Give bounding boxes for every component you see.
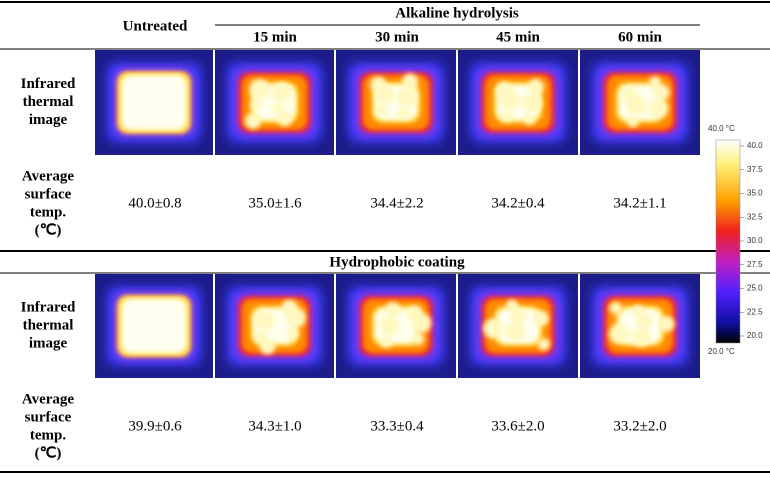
hot-spot	[532, 310, 549, 327]
thermal-image	[336, 50, 456, 155]
column-header: 30 min	[375, 29, 419, 45]
colorbar-tick: 20.0	[747, 331, 763, 340]
hot-spot	[658, 315, 675, 332]
row-label: Infrared	[21, 299, 76, 315]
temp-value: 33.6±2.0	[491, 418, 544, 434]
temp-value: 33.3±0.4	[370, 418, 424, 434]
colorbar-tick: 37.5	[747, 165, 763, 174]
hot-spot	[501, 109, 514, 122]
colorbar-tick: 22.5	[747, 307, 763, 316]
hot-spot	[402, 73, 419, 90]
thermal-image	[215, 274, 334, 378]
colorbar-tick: 40.0	[747, 141, 763, 150]
hot-spot	[285, 307, 306, 328]
colorbar-tick: 30.0	[747, 236, 763, 245]
temp-value: 40.0±0.8	[128, 195, 181, 211]
row-label: temp.	[30, 204, 66, 220]
hot-spot	[631, 326, 652, 347]
row-label: surface	[25, 409, 72, 425]
colorbar-tick: 27.5	[747, 260, 763, 269]
hot-spot	[626, 115, 639, 128]
hot-spot	[276, 110, 293, 127]
row-label: image	[29, 335, 68, 351]
row-label: (℃)	[35, 445, 62, 461]
group-header: Alkaline hydrolysis	[395, 5, 519, 21]
hot-spot	[608, 323, 629, 344]
colorbar-tick: 35.0	[747, 189, 763, 198]
hot-spot	[374, 84, 395, 105]
hot-spot	[522, 92, 543, 113]
temp-value: 34.2±0.4	[491, 195, 545, 211]
hot-spot	[523, 112, 536, 125]
thermal-image	[95, 50, 213, 155]
thermal-image	[95, 274, 213, 378]
hot-spot	[636, 313, 653, 330]
colorbar	[715, 139, 741, 344]
hot-spot	[483, 318, 504, 339]
thermal-image	[336, 274, 456, 378]
thermal-image	[458, 50, 578, 155]
row-label: thermal	[23, 94, 74, 110]
column-header: 15 min	[253, 29, 297, 45]
hot-spot	[271, 82, 292, 102]
temp-value: 34.2±1.1	[613, 195, 666, 211]
hot-spot	[245, 112, 262, 129]
heat-zone	[121, 298, 187, 354]
colorbar-tick: 32.5	[747, 212, 763, 221]
hot-spot	[249, 79, 270, 100]
hot-spot	[505, 321, 526, 342]
hot-spot	[396, 87, 417, 108]
temp-value: 33.2±2.0	[613, 418, 666, 434]
row-label: Average	[22, 391, 75, 407]
hot-spot	[626, 95, 647, 116]
hot-spot	[653, 84, 670, 101]
thermal-image	[215, 50, 334, 155]
hot-spot	[384, 302, 401, 319]
column-header: 45 min	[496, 29, 540, 45]
column-header: 60 min	[618, 29, 662, 45]
row-label: thermal	[23, 317, 74, 333]
hot-spot	[397, 107, 410, 120]
hot-spot	[254, 310, 275, 331]
row-label: surface	[25, 186, 72, 202]
colorbar-max: 40.0 °C	[708, 124, 735, 133]
row-label: image	[29, 112, 68, 128]
heat-zone	[121, 75, 187, 130]
hot-spot	[609, 302, 622, 315]
temp-value: 35.0±1.6	[248, 195, 302, 211]
thermal-image	[458, 274, 578, 378]
column-header: Untreated	[123, 18, 188, 34]
row-label: temp.	[30, 427, 66, 443]
thermal-image	[580, 50, 700, 155]
colorbar-tick: 25.0	[747, 284, 763, 293]
hot-spot	[411, 313, 432, 334]
temp-value: 34.4±2.2	[370, 195, 423, 211]
row-label: Infrared	[21, 76, 76, 92]
hot-spot	[259, 338, 276, 355]
row-label: (℃)	[35, 222, 62, 238]
hot-spot	[500, 89, 521, 110]
hot-spot	[379, 316, 400, 336]
hot-spot	[250, 99, 263, 112]
hot-spot	[510, 307, 527, 324]
row-label: Average	[22, 168, 75, 184]
hot-spot	[527, 78, 544, 95]
colorbar-min: 20.0 °C	[708, 347, 735, 356]
hot-spot	[537, 338, 550, 351]
section-title: Hydrophobic coating	[329, 254, 465, 270]
hot-spot	[286, 327, 299, 340]
hot-spot	[380, 335, 393, 348]
hot-spot	[375, 104, 388, 117]
hot-spot	[412, 332, 425, 345]
hot-spot	[648, 98, 669, 119]
temp-value: 34.3±1.0	[248, 418, 301, 434]
thermal-image	[580, 274, 700, 378]
temp-value: 39.9±0.6	[128, 418, 182, 434]
